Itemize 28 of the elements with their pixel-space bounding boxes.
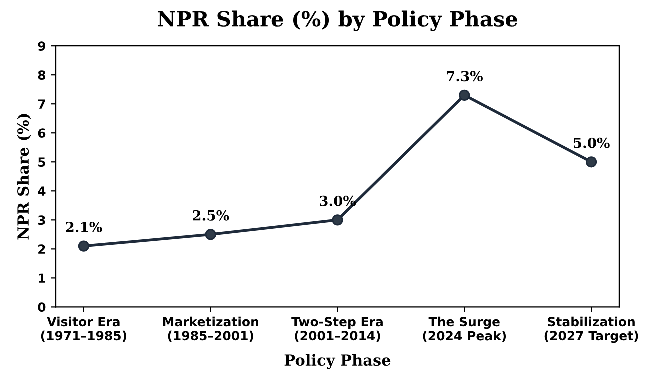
data-label: 3.0%: [320, 196, 356, 206]
data-label: 2.1%: [66, 222, 102, 232]
y-tick-label: 9: [38, 42, 46, 52]
y-tick-label: 6: [38, 128, 46, 138]
y-axis-title: NPR Share (%): [17, 114, 32, 240]
x-tick-label: The Surge (2024 Peak): [423, 316, 506, 342]
point: [459, 90, 470, 101]
chart-title: NPR Share (%) by Policy Phase: [158, 10, 518, 32]
data-label: 7.3%: [447, 71, 483, 82]
y-tick-label: 3: [38, 216, 46, 226]
x-tick-label: Visitor Era (1971–1985): [41, 316, 126, 342]
x-axis-title: Policy Phase: [284, 354, 391, 370]
y-tick-label: 1: [39, 274, 46, 283]
y-tick-label: 8: [38, 70, 46, 80]
point: [586, 156, 598, 168]
y-tick-label: 4: [38, 186, 46, 196]
y-tick-label: 0: [38, 302, 46, 312]
y-tick-label: 5: [38, 158, 46, 168]
point: [78, 240, 90, 252]
x-tick-label: Stabilization (2027 Target): [544, 316, 638, 344]
data-label: 5.0%: [574, 138, 610, 148]
y-tick-label: 2: [38, 244, 46, 254]
x-tick-label: Marketization (1985–2001): [163, 316, 258, 342]
point: [205, 229, 216, 240]
data-label: 2.5%: [193, 210, 230, 221]
y-tick-label: 7: [38, 100, 46, 109]
point: [332, 214, 344, 226]
x-tick-label: Two-Step Era (2001–2014): [292, 317, 383, 342]
